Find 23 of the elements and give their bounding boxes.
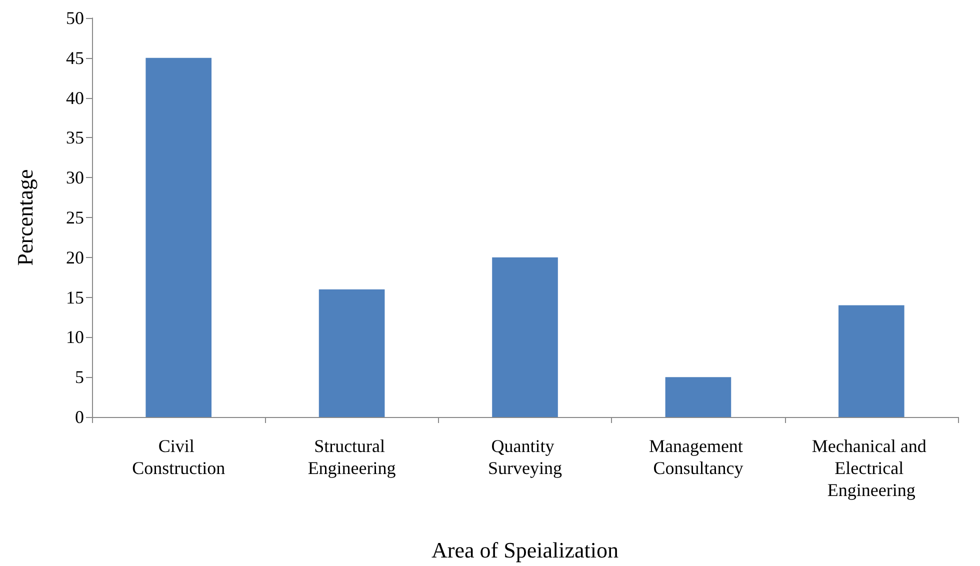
y-tick-label: 35 — [66, 128, 84, 148]
y-tick-label: 25 — [66, 208, 84, 228]
x-tick-label: Structural Engineering — [308, 436, 396, 478]
x-tick-label: Management Consultancy — [648, 436, 748, 478]
x-tick-label: Mechanical and Electrical Engineering — [812, 436, 931, 500]
y-axis-title: Percentage — [12, 169, 38, 266]
bar — [838, 305, 904, 417]
x-tick-label: Civil Construction — [132, 436, 226, 478]
x-tick-label: Quantity Surveying — [488, 436, 562, 478]
y-tick-label: 20 — [66, 247, 84, 268]
x-axis-title: Area of Speialization — [432, 538, 618, 562]
y-tick-label: 15 — [66, 287, 84, 308]
y-tick-label: 40 — [66, 88, 84, 108]
y-tick-label: 5 — [75, 367, 84, 388]
y-tick-label: 30 — [66, 168, 84, 188]
bar — [492, 257, 558, 417]
y-tick-label: 50 — [66, 8, 84, 28]
y-tick-label: 45 — [66, 48, 84, 68]
bar — [665, 377, 732, 417]
bar — [318, 289, 385, 417]
y-tick-label: 0 — [75, 407, 84, 427]
bar — [146, 58, 212, 417]
y-tick-label: 10 — [66, 327, 84, 348]
